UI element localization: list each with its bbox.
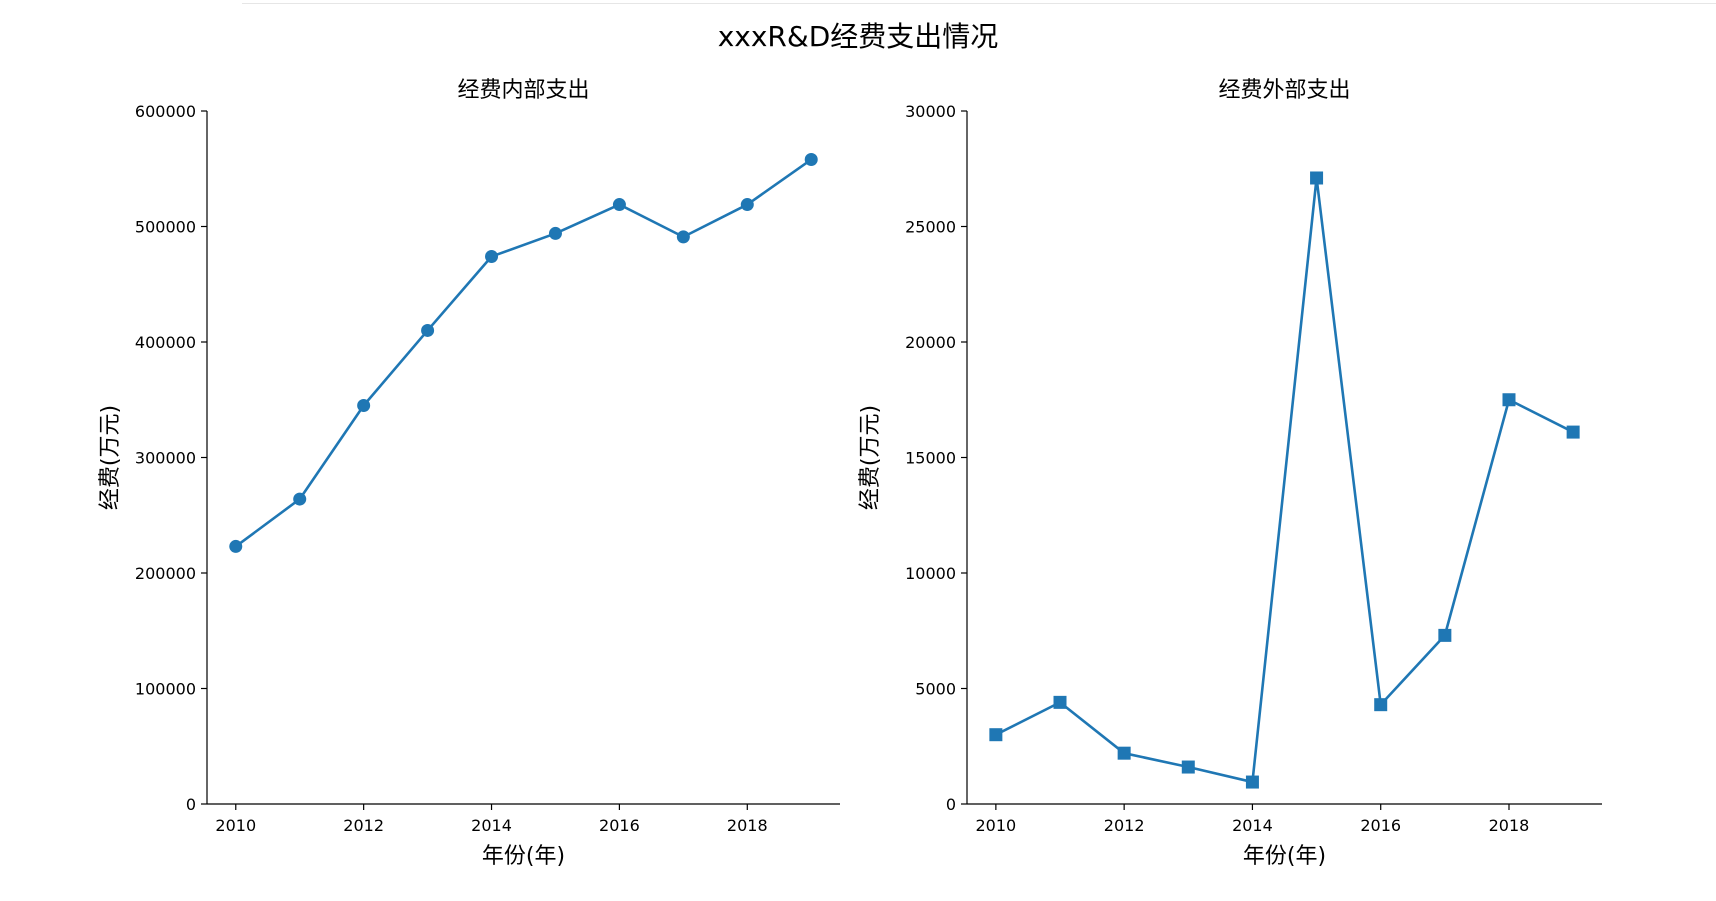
data-point-marker	[293, 492, 307, 506]
data-point-marker	[1053, 695, 1067, 709]
series-line	[234, 158, 812, 548]
data-point-marker	[612, 198, 626, 212]
data-point-marker	[1181, 760, 1195, 774]
y-tick-label: 500000	[135, 218, 196, 237]
data-point-marker	[740, 198, 754, 212]
data-point-marker	[485, 250, 499, 264]
data-point-marker	[804, 153, 818, 167]
chart-panel-external: 0 5000 10000 15000 20000 25000 30000 2010 2012 20…	[858, 78, 1602, 869]
data-point-marker	[229, 539, 243, 553]
data-point-marker	[1374, 698, 1388, 712]
y-tick-label: 0	[186, 795, 196, 814]
data-point-marker	[1310, 171, 1324, 185]
top-divider-line	[242, 3, 1716, 4]
y-tick-label: 300000	[135, 449, 196, 468]
y-axis-label: 经费(万元)	[98, 405, 123, 510]
y-tick-label: 100000	[135, 680, 196, 699]
data-point-marker	[1502, 393, 1516, 407]
data-point-marker	[548, 226, 562, 240]
y-tick-label: 600000	[135, 102, 196, 121]
y-axis-label: 经费(万元)	[858, 405, 883, 510]
x-tick-label: 2014	[1232, 816, 1273, 835]
y-tick-label: 15000	[905, 449, 956, 468]
x-tick-label: 2016	[599, 816, 640, 835]
y-tick-label: 200000	[135, 564, 196, 583]
data-point-marker	[1566, 425, 1580, 439]
x-tick-label: 2018	[727, 816, 768, 835]
data-point-marker	[1117, 746, 1131, 760]
x-tick-label: 2012	[343, 816, 384, 835]
data-point-marker	[357, 399, 371, 413]
x-tick-label: 2014	[471, 816, 512, 835]
data-point-marker	[1245, 775, 1259, 789]
panel-title: 经费内部支出	[457, 78, 589, 103]
panel-title: 经费外部支出	[1218, 78, 1350, 103]
x-axis-label: 年份(年)	[1243, 844, 1326, 869]
x-tick-label: 2010	[215, 816, 256, 835]
y-tick-label: 5000	[915, 680, 956, 699]
x-axis-label: 年份(年)	[482, 844, 565, 869]
x-tick-label: 2018	[1489, 816, 1530, 835]
series-line	[995, 176, 1574, 784]
data-point-marker	[1438, 628, 1452, 642]
x-tick-label: 2012	[1104, 816, 1145, 835]
y-tick-label: 25000	[905, 218, 956, 237]
y-tick-label: 10000	[905, 564, 956, 583]
data-point-marker	[989, 728, 1003, 742]
x-tick-label: 2010	[976, 816, 1017, 835]
y-tick-label: 400000	[135, 333, 196, 352]
data-point-marker	[676, 230, 690, 244]
y-tick-label: 20000	[905, 333, 956, 352]
figure-title: xxxR&D经费支出情况	[718, 20, 999, 53]
data-point-marker	[421, 323, 435, 337]
chart-panel-internal: 0 100000 200000 300000 400000 500000 600000 201…	[98, 78, 840, 869]
y-tick-label: 0	[946, 795, 956, 814]
y-tick-label: 30000	[905, 102, 956, 121]
x-tick-label: 2016	[1360, 816, 1401, 835]
